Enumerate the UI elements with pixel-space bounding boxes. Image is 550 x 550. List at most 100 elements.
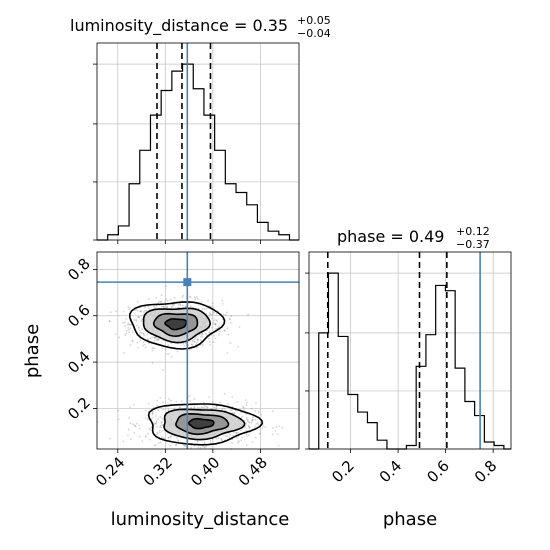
scatter-point: [167, 437, 170, 439]
scatter-point: [136, 341, 139, 344]
scatter-point: [251, 441, 254, 443]
scatter-point: [245, 416, 248, 419]
scatter-point: [161, 436, 163, 439]
contour-cluster-0-level-0: [128, 301, 226, 350]
scatter-point: [248, 420, 251, 423]
scatter-point: [216, 320, 219, 322]
scatter-point: [223, 330, 226, 332]
contour-cluster-1-level-0: [147, 403, 264, 446]
scatter-point: [226, 352, 229, 355]
scatter-point: [132, 403, 135, 406]
scatter-point: [131, 339, 134, 342]
scatter-point: [252, 416, 254, 419]
scatter-point: [251, 419, 253, 421]
scatter-point: [161, 347, 164, 350]
scatter-point: [155, 421, 158, 424]
scatter-xtick-label-2: 0.40: [187, 453, 223, 489]
scatter-point: [137, 316, 140, 319]
scatter-point: [180, 400, 183, 403]
scatter-point: [245, 433, 248, 436]
scatter-point: [166, 306, 169, 309]
scatter-point: [193, 406, 196, 409]
scatter-point: [123, 321, 126, 324]
scatter-point: [127, 428, 130, 431]
scatter-point: [223, 392, 226, 395]
scatter-point: [172, 304, 175, 307]
scatter-point: [178, 407, 181, 409]
scatter-point: [202, 345, 204, 347]
scatter-point: [215, 405, 218, 408]
scatter-point: [166, 305, 169, 308]
scatter-point: [159, 415, 162, 418]
scatter-point: [146, 418, 149, 421]
scatter-point: [153, 347, 155, 349]
scatter-point: [201, 308, 204, 310]
contour-cluster-1-level-3: [187, 417, 215, 430]
scatter-point: [230, 409, 233, 411]
scatter-point: [236, 401, 239, 403]
scatter-point: [159, 424, 162, 427]
scatter-point: [155, 297, 158, 299]
scatter-point: [200, 301, 203, 303]
scatter-point: [136, 300, 139, 303]
scatter-point: [211, 326, 214, 329]
scatter-point: [227, 403, 229, 406]
scatter-point: [195, 296, 198, 298]
scatter-point: [196, 440, 199, 443]
scatter-point: [242, 406, 245, 409]
scatter-point: [211, 323, 214, 325]
scatter-point: [252, 416, 254, 419]
scatter-point: [138, 316, 141, 318]
scatter-point: [150, 426, 153, 429]
scatter-point: [122, 310, 125, 313]
scatter-point: [215, 313, 218, 315]
scatter-point: [181, 304, 184, 307]
scatter-point: [197, 303, 200, 306]
scatter-point: [218, 333, 221, 336]
scatter-point: [194, 336, 197, 339]
scatter-point: [212, 306, 215, 309]
scatter-point: [251, 420, 254, 422]
scatter-point: [221, 408, 224, 411]
scatter-point: [199, 336, 202, 338]
scatter-point: [135, 324, 138, 327]
scatter-point: [129, 327, 132, 330]
scatter-point: [214, 323, 217, 326]
scatter-point: [129, 406, 131, 409]
scatter-point: [208, 396, 211, 399]
scatter-point: [134, 425, 137, 428]
scatter-point: [169, 444, 172, 447]
scatter-point: [164, 348, 167, 351]
scatter-point: [127, 308, 130, 311]
scatter-point: [201, 333, 204, 335]
scatter-point: [193, 444, 196, 447]
scatter-point: [198, 334, 201, 336]
scatter-point: [145, 435, 148, 437]
scatter-point: [262, 424, 264, 427]
scatter-xtick-label-1: 0.32: [140, 453, 176, 489]
scatter-point: [226, 327, 229, 330]
scatter-point: [156, 399, 159, 402]
scatter-point: [157, 339, 159, 341]
scatter-point: [148, 438, 151, 441]
scatter-point: [166, 353, 169, 355]
scatter-point: [155, 415, 157, 417]
scatter-ytick-label-3: 0.8: [64, 255, 94, 285]
scatter-point: [229, 409, 232, 412]
scatter-point: [181, 296, 184, 298]
scatter-point: [157, 442, 160, 444]
scatter-point: [203, 405, 206, 407]
scatter-xtick-label-0: 0.24: [92, 453, 128, 489]
scatter-point: [203, 446, 206, 449]
scatter-point: [272, 410, 274, 413]
scatter-point: [228, 436, 231, 439]
scatter-point: [207, 299, 210, 302]
scatter-point: [153, 339, 156, 342]
scatter-point: [198, 407, 201, 410]
scatter-point: [144, 409, 147, 412]
scatter-point: [223, 407, 226, 410]
scatter-point: [246, 420, 249, 422]
scatter-point: [155, 420, 158, 423]
scatter-point: [235, 431, 238, 434]
scatter-point: [227, 333, 230, 336]
